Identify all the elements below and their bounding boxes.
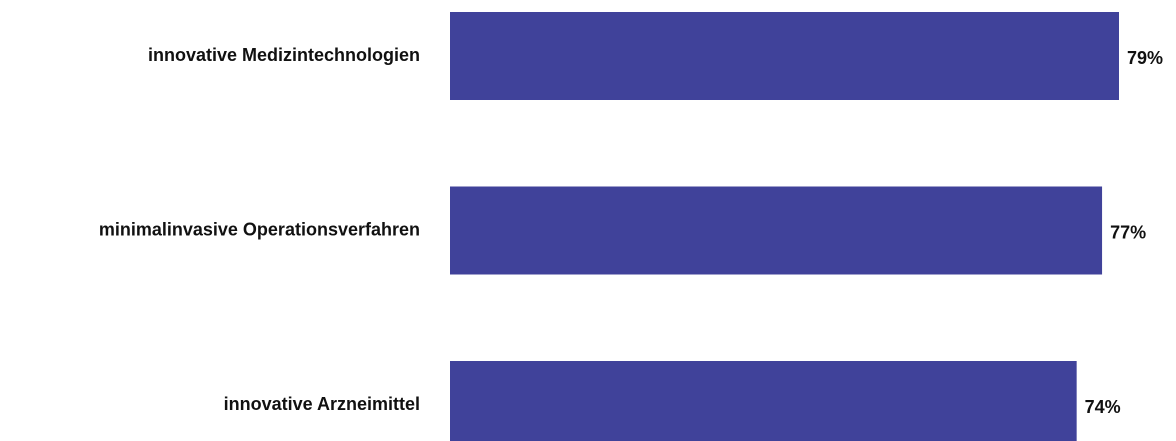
- category-labels-group: innovative Medizintechnologien minimalinv…: [99, 45, 420, 414]
- bar-1: [450, 12, 1119, 100]
- category-label-3: innovative Arzneimittel: [224, 394, 420, 414]
- category-label-1: innovative Medizintechnologien: [148, 45, 420, 65]
- value-label-2: 77%: [1110, 222, 1146, 242]
- bars-group: [450, 12, 1119, 441]
- bar-2: [450, 187, 1102, 275]
- value-label-1: 79%: [1127, 48, 1163, 68]
- value-label-3: 74%: [1085, 397, 1121, 417]
- bar-3: [450, 361, 1077, 441]
- category-label-2: minimalinvasive Operationsverfahren: [99, 219, 420, 239]
